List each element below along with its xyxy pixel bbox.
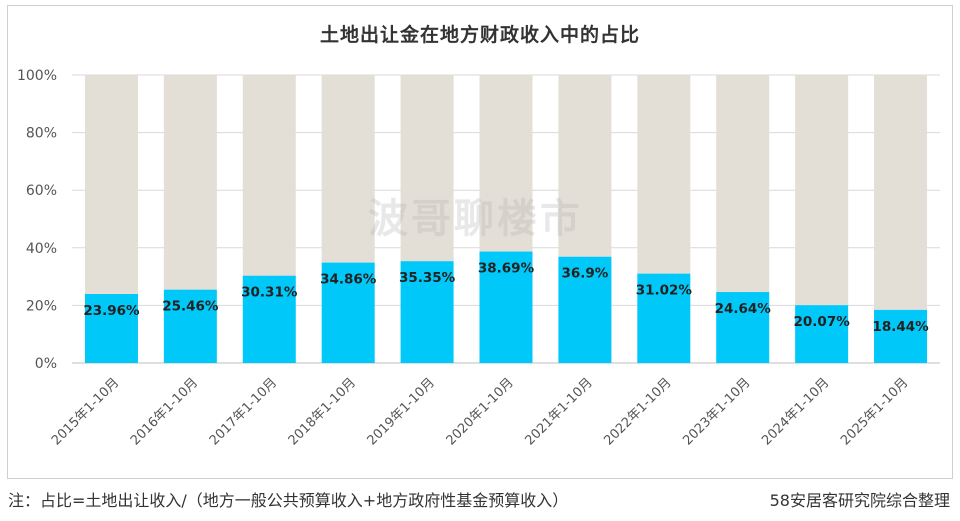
- bar-segment-remainder: [321, 75, 375, 263]
- x-tick-label: 2017年1-10月: [207, 375, 280, 448]
- bar-segment-share: [479, 251, 533, 363]
- bar-segment-remainder: [558, 75, 612, 257]
- bar-segment-share: [400, 261, 454, 363]
- bar-segment-share: [874, 309, 928, 363]
- bar-segment-share: [637, 273, 691, 363]
- bar-segment-remainder: [479, 75, 533, 252]
- y-tick-label: 40%: [26, 241, 57, 257]
- x-tick-label: 2015年1-10月: [49, 375, 122, 448]
- x-tick-label: 2024年1-10月: [759, 375, 832, 448]
- source-credit: 58安居客研究院综合整理: [769, 491, 950, 510]
- bar-segment-remainder: [874, 75, 928, 310]
- y-tick-label: 20%: [26, 298, 57, 314]
- bar-segment-share: [558, 256, 612, 363]
- x-tick-label: 2018年1-10月: [286, 375, 359, 448]
- bar-segment-share: [163, 289, 217, 363]
- watermark: 波哥聊楼市: [368, 196, 583, 242]
- data-label: 36.9%: [561, 266, 608, 282]
- x-tick-label: 2021年1-10月: [522, 375, 595, 448]
- bar-segment-remainder: [716, 75, 770, 293]
- bar-segment-remainder: [637, 75, 691, 274]
- bar-segment-share: [242, 275, 296, 363]
- x-tick-label: 2022年1-10月: [601, 375, 674, 448]
- bar-segment-share: [84, 293, 138, 363]
- data-label: 18.44%: [872, 319, 929, 335]
- x-tick-label: 2019年1-10月: [365, 375, 438, 448]
- data-label: 23.96%: [83, 303, 140, 319]
- y-tick-label: 80%: [26, 126, 57, 142]
- x-tick-label: 2025年1-10月: [838, 375, 911, 448]
- data-label: 25.46%: [162, 299, 219, 315]
- bar-segment-remainder: [400, 75, 454, 262]
- bar-segment-remainder: [242, 75, 296, 276]
- y-tick-label: 60%: [26, 183, 57, 199]
- x-tick-label: 2020年1-10月: [444, 375, 517, 448]
- x-tick-label: 2016年1-10月: [128, 375, 201, 448]
- y-tick-label: 0%: [35, 356, 57, 372]
- data-label: 24.64%: [715, 301, 772, 317]
- x-tick-label: 2023年1-10月: [680, 375, 753, 448]
- data-label: 30.31%: [241, 285, 298, 301]
- data-label: 20.07%: [794, 314, 851, 330]
- bar-segment-remainder: [84, 75, 138, 294]
- y-tick-label: 100%: [17, 68, 57, 84]
- chart-title: 土地出让金在地方财政收入中的占比: [319, 24, 640, 46]
- bar-segment-remainder: [795, 75, 849, 306]
- data-label: 38.69%: [478, 261, 535, 277]
- bar-segment-share: [795, 305, 849, 363]
- footnote: 注：占比=土地出让收入/（地方一般公共预算收入+地方政府性基金预算收入）: [8, 491, 569, 510]
- data-label: 31.02%: [636, 283, 693, 299]
- data-label: 35.35%: [399, 270, 456, 286]
- bar-segment-share: [321, 262, 375, 363]
- bar-segment-remainder: [163, 75, 217, 290]
- bar-segment-share: [716, 292, 770, 363]
- data-label: 34.86%: [320, 272, 377, 288]
